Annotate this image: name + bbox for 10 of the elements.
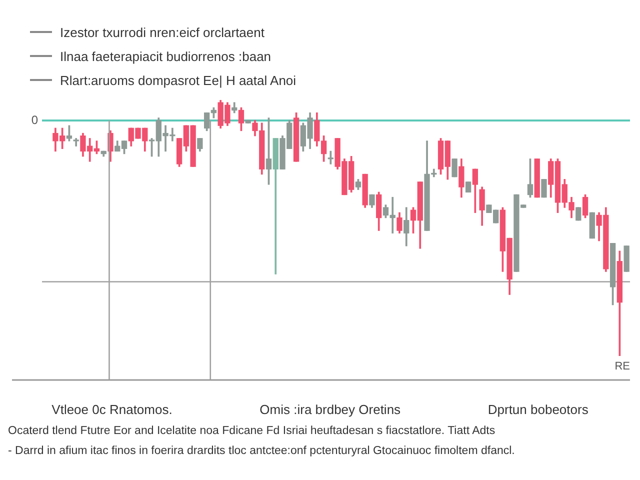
text: RE bbox=[614, 360, 630, 373]
text: Izestor txurrodi nren:eicf orclartaent bbox=[60, 24, 264, 40]
text: Vtleoe 0c Rnatomos. bbox=[52, 402, 172, 417]
text: Ilnaa faeterapiacit budiorrenos :baan bbox=[60, 48, 272, 64]
text: Ocaterd tlend Ftutre Eor and Icelatite noa Fdicane Fd Isriai heuftadesan s fiacstatlore. Tiatt Adts bbox=[8, 425, 496, 437]
text: 0 bbox=[31, 112, 38, 127]
text: Rlart:aruoms dompasrot Ee| H aatal Anoi bbox=[60, 72, 296, 88]
text: Omis :ira brdbey Oretins bbox=[260, 402, 401, 417]
text: Dprtun bobeotors bbox=[488, 402, 588, 417]
text: - Darrd in afium itac finos in foerira drardits tloc antctee:onf pctenturyral Gtocainuoc fimoltem dfancl. bbox=[8, 445, 516, 457]
